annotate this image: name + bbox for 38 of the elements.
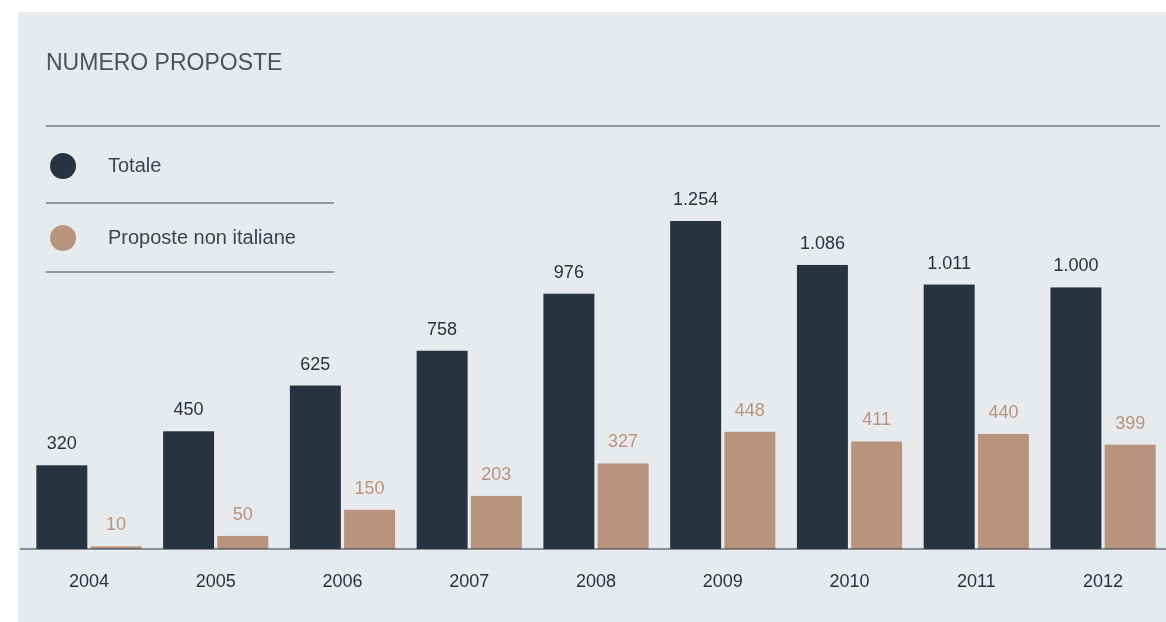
legend-label: Totale xyxy=(108,154,162,176)
data-label: 440 xyxy=(988,401,1019,422)
data-label: 10 xyxy=(106,514,127,535)
data-label: 1.000 xyxy=(1053,255,1099,276)
data-label: 448 xyxy=(734,399,765,420)
data-label: 1.011 xyxy=(927,252,972,273)
bar xyxy=(597,463,649,549)
x-tick-label: 2008 xyxy=(575,571,617,591)
data-label: 327 xyxy=(608,431,639,452)
bar xyxy=(851,441,903,549)
bar xyxy=(1104,444,1156,549)
data-label: 203 xyxy=(481,463,512,484)
data-label: 150 xyxy=(354,477,385,498)
x-tick-label: 2011 xyxy=(956,571,996,591)
bar xyxy=(344,509,396,549)
data-label: 758 xyxy=(427,318,458,339)
x-tick-label: 2007 xyxy=(449,571,490,591)
data-label: 399 xyxy=(1115,412,1146,433)
bar xyxy=(217,535,269,549)
x-tick-label: 2005 xyxy=(195,571,236,591)
data-label: 1.254 xyxy=(673,189,719,209)
x-tick-label: 2010 xyxy=(829,571,870,591)
bar xyxy=(470,495,522,549)
chart-title: NUMERO PROPOSTE xyxy=(46,49,283,75)
data-label: 320 xyxy=(46,433,77,454)
data-label: 411 xyxy=(862,409,891,430)
legend-label: Proposte non italiane xyxy=(108,226,296,248)
data-label: 450 xyxy=(173,399,204,420)
data-label: 1.086 xyxy=(799,232,845,253)
x-tick-label: 2012 xyxy=(1083,571,1124,591)
bar xyxy=(977,433,1029,549)
data-label: 976 xyxy=(553,261,584,282)
x-tick-label: 2009 xyxy=(702,571,743,591)
x-tick-label: 2004 xyxy=(68,571,109,591)
data-label: 625 xyxy=(300,353,331,374)
bar xyxy=(724,431,776,549)
x-tick-label: 2006 xyxy=(322,571,363,591)
data-label: 50 xyxy=(232,503,253,524)
